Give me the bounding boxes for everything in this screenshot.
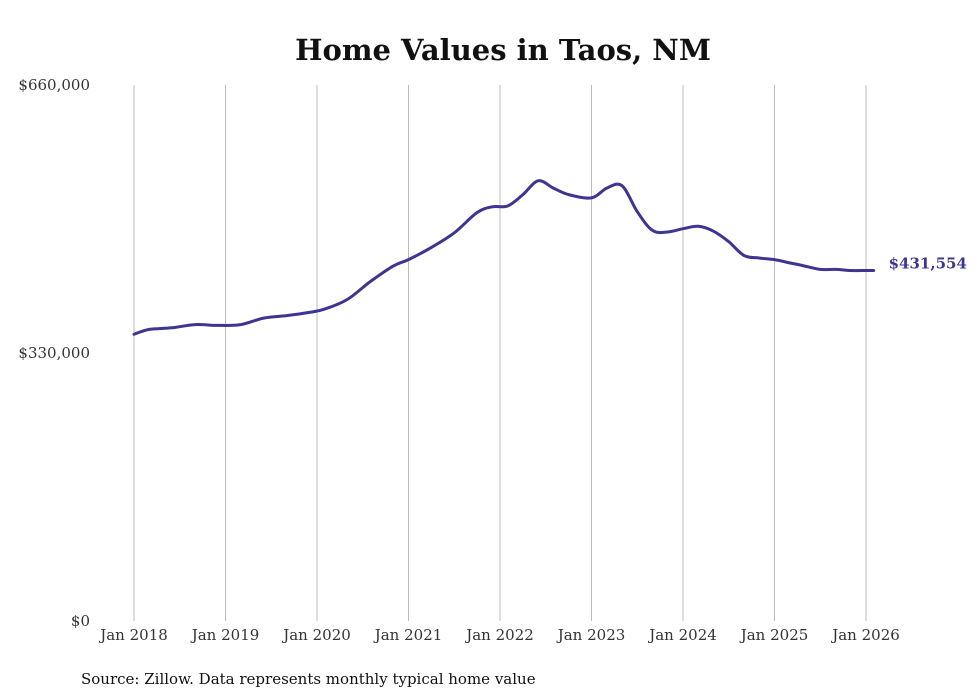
gridlines: [133, 85, 867, 621]
x-tick-label: Jan 2018: [98, 626, 168, 644]
x-tick-label: Jan 2019: [190, 626, 260, 644]
x-tick-label: Jan 2025: [739, 626, 809, 644]
x-tick-label: Jan 2022: [464, 626, 534, 644]
y-tick-label: $660,000: [18, 76, 90, 94]
x-tick-label: Jan 2026: [830, 626, 900, 644]
x-axis-ticks: Jan 2018 Jan 2019 Jan 2020 Jan 2021 Jan 2022…: [98, 626, 900, 644]
series-line: [132, 179, 876, 336]
y-tick-label: $330,000: [18, 344, 90, 362]
y-tick-label: $0: [71, 612, 90, 630]
source-note: Source: Zillow. Data represents monthly …: [81, 670, 536, 688]
x-tick-label: Jan 2021: [373, 626, 443, 644]
y-axis-ticks: $0 $330,000 $660,000: [18, 76, 90, 630]
x-tick-label: Jan 2020: [281, 626, 351, 644]
end-value-label: $431,554: [889, 255, 967, 273]
x-tick-label: Jan 2023: [556, 626, 626, 644]
chart-title: Home Values in Taos, NM: [295, 33, 711, 67]
x-tick-label: Jan 2024: [647, 626, 717, 644]
